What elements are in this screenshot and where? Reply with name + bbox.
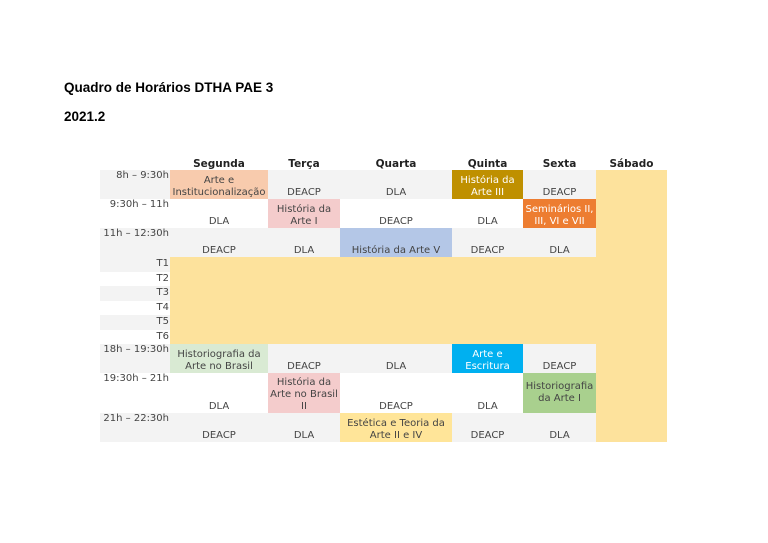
class-cell: DEACP xyxy=(452,413,523,442)
term-label: 2021.2 xyxy=(64,109,106,124)
class-cell: História da Arte V xyxy=(340,228,452,257)
time-slot: T6 xyxy=(100,329,170,344)
time-slot: 21h – 22:30h xyxy=(100,413,170,442)
page-title: Quadro de Horários DTHA PAE 3 xyxy=(64,80,274,95)
table-row: T4 xyxy=(100,300,667,315)
class-cell: DEACP xyxy=(340,199,452,228)
saturday-column xyxy=(596,170,667,442)
class-cell: DLA xyxy=(340,170,452,199)
class-cell: Arte e Institucionalização xyxy=(170,170,268,199)
class-cell: História da Arte no Brasil II xyxy=(268,373,340,413)
table-row: 9:30h – 11h DLA História da Arte I DEACP… xyxy=(100,199,667,228)
class-cell: DLA xyxy=(170,199,268,228)
class-cell: DLA xyxy=(340,344,452,373)
time-slot: 19:30h – 21h xyxy=(100,373,170,413)
class-cell: DLA xyxy=(523,228,596,257)
class-cell: DEACP xyxy=(523,344,596,373)
time-slot: 8h – 9:30h xyxy=(100,170,170,199)
class-cell: História da Arte III xyxy=(452,170,523,199)
class-cell: Historiografia da Arte I xyxy=(523,373,596,413)
table-row: 18h – 19:30h Historiografia da Arte no B… xyxy=(100,344,667,373)
day-header-monday: Segunda xyxy=(193,158,245,170)
time-slot: T2 xyxy=(100,271,170,286)
class-cell: DEACP xyxy=(452,228,523,257)
time-slot: 18h – 19:30h xyxy=(100,344,170,373)
class-cell: DLA xyxy=(170,373,268,413)
class-cell: DEACP xyxy=(268,170,340,199)
class-cell: DEACP xyxy=(170,413,268,442)
header-row: Segunda Terça Quarta Quinta Sexta Sábado xyxy=(100,154,667,170)
class-cell: DLA xyxy=(452,199,523,228)
day-header-tuesday: Terça xyxy=(288,158,320,170)
time-slot: T3 xyxy=(100,286,170,301)
time-slot: T4 xyxy=(100,300,170,315)
tutoring-block xyxy=(170,257,596,344)
class-cell: DLA xyxy=(268,228,340,257)
day-header-wednesday: Quarta xyxy=(375,158,417,170)
class-cell: História da Arte I xyxy=(268,199,340,228)
table-row: 11h – 12:30h DEACP DLA História da Arte … xyxy=(100,228,667,257)
day-header-friday: Sexta xyxy=(542,158,577,170)
table-row: T2 xyxy=(100,271,667,286)
class-cell: DLA xyxy=(268,413,340,442)
class-cell: DEACP xyxy=(523,170,596,199)
class-cell: Estética e Teoria da Arte II e IV xyxy=(340,413,452,442)
class-cell: DEACP xyxy=(340,373,452,413)
table-row: T1 xyxy=(100,257,667,344)
day-header-saturday: Sábado xyxy=(609,158,654,170)
table-row: 19:30h – 21h DLA História da Arte no Bra… xyxy=(100,373,667,413)
class-cell: DLA xyxy=(523,413,596,442)
table-row: 8h – 9:30h Arte e Institucionalização DE… xyxy=(100,170,667,442)
schedule-table: Segunda Terça Quarta Quinta Sexta Sábado… xyxy=(100,154,667,442)
class-cell: DLA xyxy=(452,373,523,413)
time-slot: 11h – 12:30h xyxy=(100,228,170,257)
day-header-thursday: Quinta xyxy=(467,158,508,170)
time-slot: T1 xyxy=(100,257,170,272)
time-slot: T5 xyxy=(100,315,170,330)
class-cell: Seminários II, III, VI e VII xyxy=(523,199,596,228)
class-cell: Arte e Escritura xyxy=(452,344,523,373)
time-slot: 9:30h – 11h xyxy=(100,199,170,228)
table-row: T3 xyxy=(100,286,667,301)
table-row: T5 xyxy=(100,315,667,330)
table-row: 21h – 22:30h DEACP DLA Estética e Teoria… xyxy=(100,413,667,442)
table-row: T6 xyxy=(100,329,667,344)
class-cell: DEACP xyxy=(170,228,268,257)
corner-header xyxy=(100,154,170,170)
class-cell: Historiografia da Arte no Brasil xyxy=(170,344,268,373)
class-cell: DEACP xyxy=(268,344,340,373)
